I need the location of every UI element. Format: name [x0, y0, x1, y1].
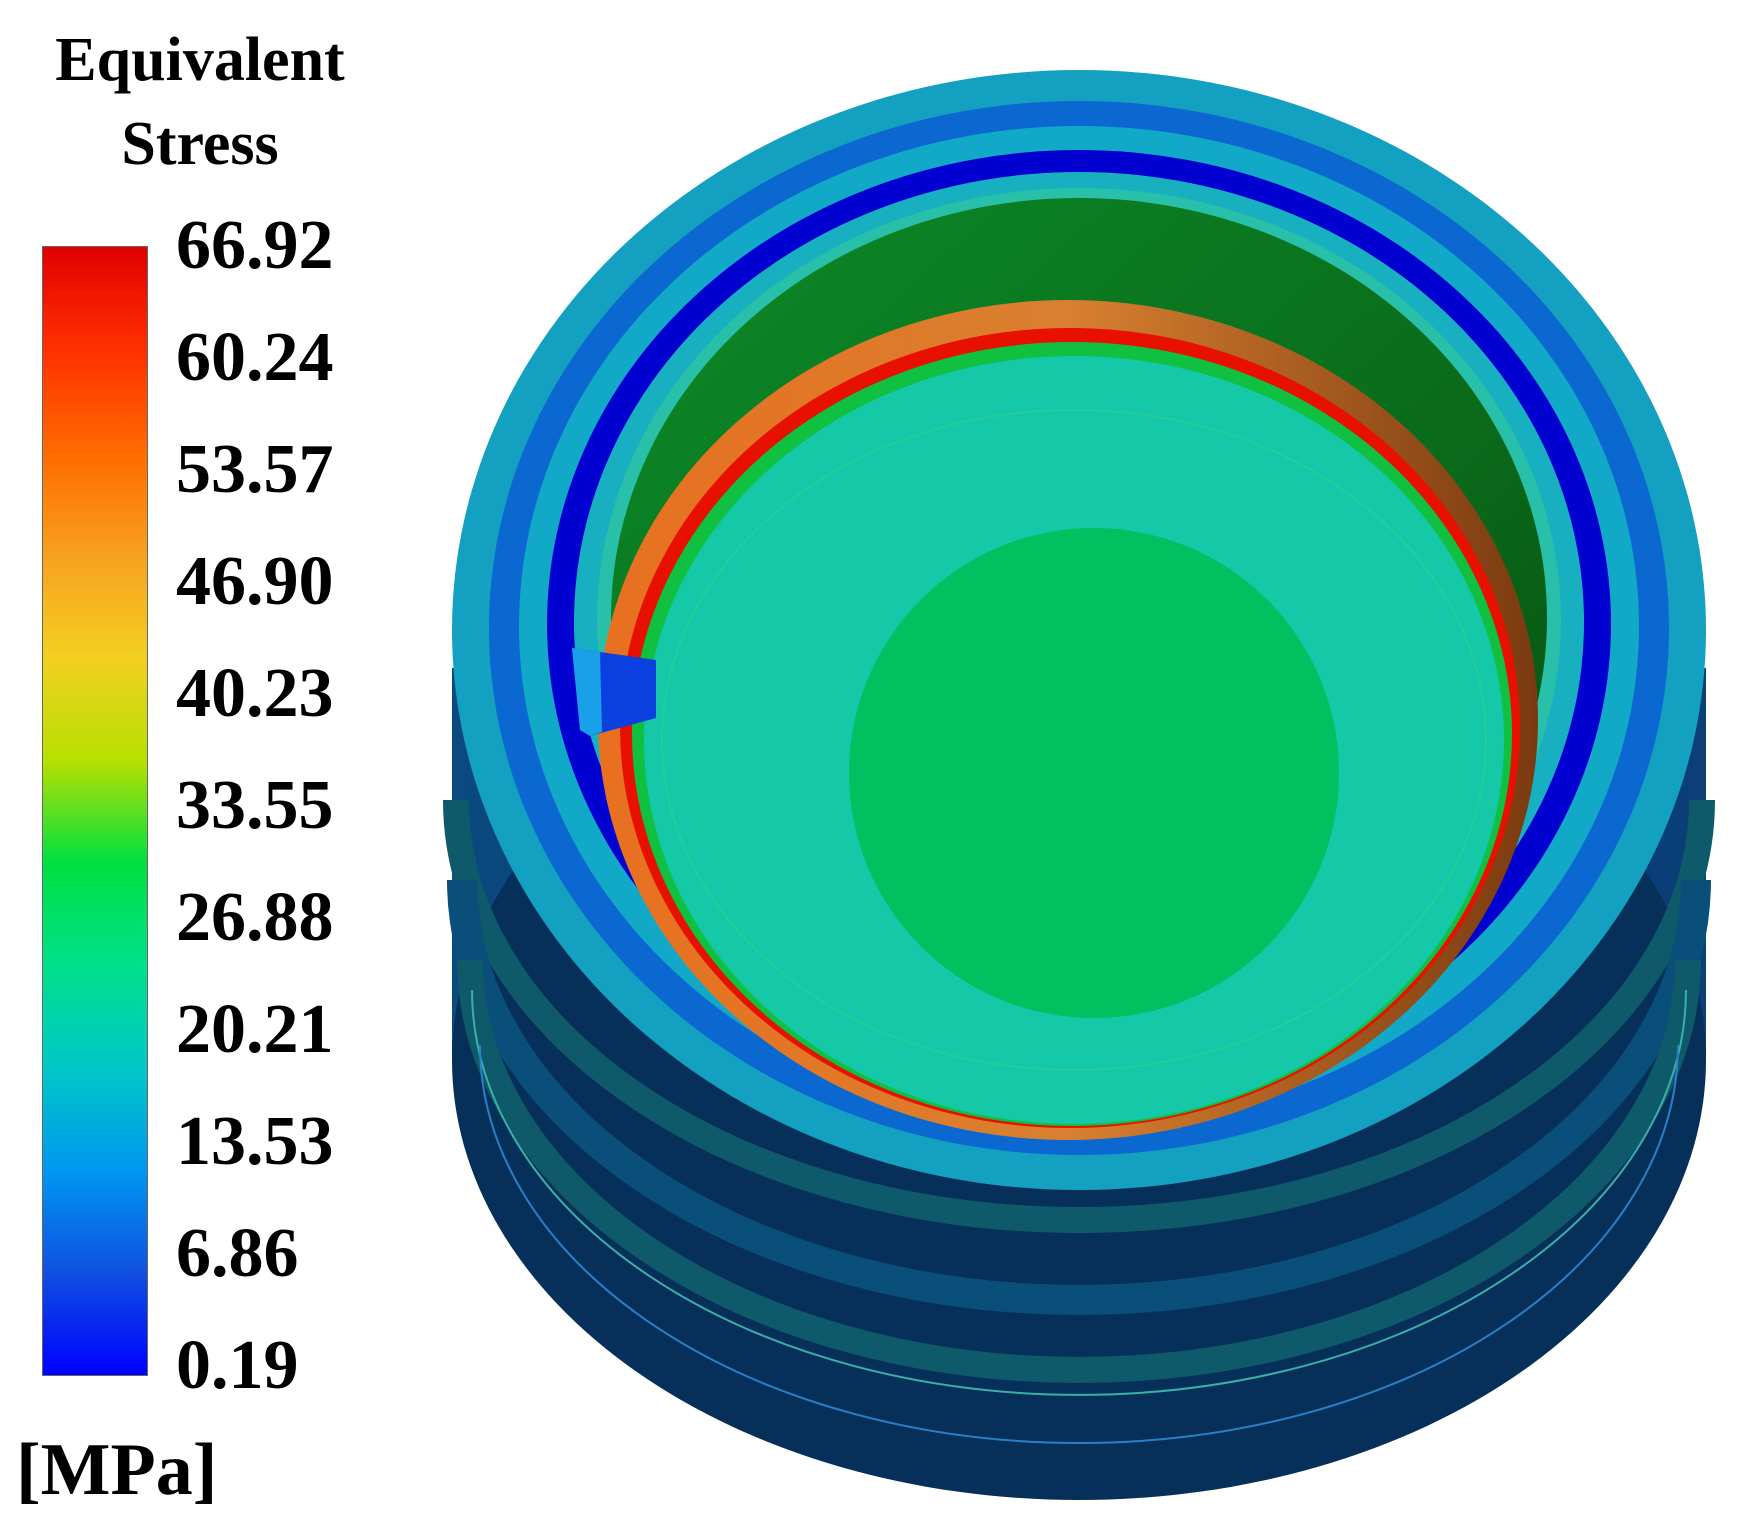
legend-unit: [MPa] [16, 1429, 218, 1511]
side-band [443, 799, 1715, 1233]
side-band [447, 879, 1711, 1315]
legend-tick: 26.88 [176, 879, 334, 956]
legend-title-line1: Equivalent [55, 26, 345, 94]
legend-title-line2: Stress [121, 110, 279, 178]
legend-tick: 13.53 [176, 1103, 334, 1180]
legend-tick: 40.23 [176, 655, 334, 732]
legend-tick: 60.24 [176, 319, 334, 396]
legend-tick: 46.90 [176, 543, 334, 620]
legend-tick: 20.21 [176, 991, 334, 1068]
legend-colorbar [42, 246, 148, 1376]
legend-tick: 53.57 [176, 431, 334, 508]
side-line [479, 1044, 1679, 1444]
legend-tick: 6.86 [176, 1215, 299, 1292]
side-band [457, 959, 1701, 1383]
floor-edge-line [661, 409, 1487, 1071]
nozzle-stub-shade [572, 648, 602, 736]
legend-tick: 33.55 [176, 767, 334, 844]
side-line [471, 989, 1687, 1396]
floor-center-zone [849, 528, 1339, 1018]
legend-tick: 0.19 [176, 1327, 299, 1404]
legend-title: Equivalent Stress [0, 18, 400, 186]
legend-tick: 66.92 [176, 207, 334, 284]
